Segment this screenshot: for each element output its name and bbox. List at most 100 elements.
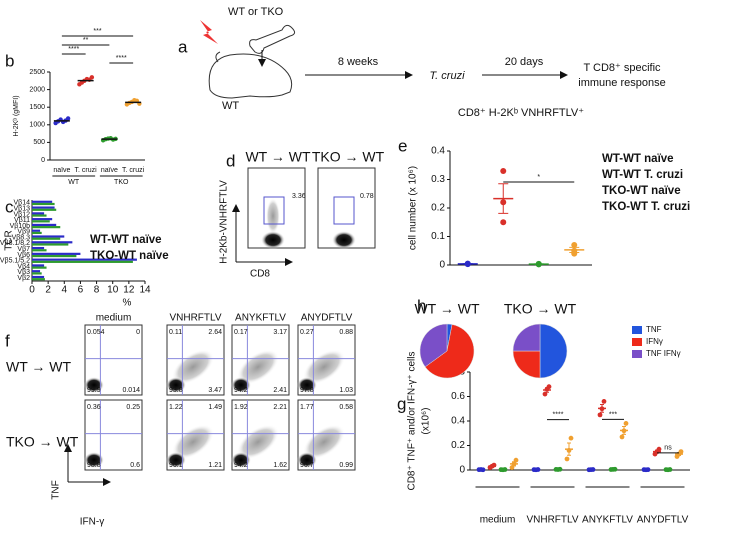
flow-blob [231, 377, 251, 393]
x-tick-label: naïve [101, 167, 118, 174]
quadrant-value: 0.11 [169, 329, 182, 336]
data-point [571, 242, 578, 249]
y-tick-label: 2000 [29, 86, 45, 93]
y-tick-label: 1000 [29, 122, 45, 129]
error-bar [462, 263, 473, 265]
legend-label: TKO-WT T. cruzi [602, 201, 690, 213]
y-tick-label: 0.3 [431, 174, 445, 185]
data-point [623, 421, 629, 426]
y-axis-label: H-2Kᵇ (gMFI) [13, 95, 20, 136]
y-tick-label: Vβ2 [17, 275, 30, 282]
lightning-icon [200, 20, 218, 44]
x-tick-label: T. cruzi [122, 167, 145, 174]
data-point [601, 399, 607, 404]
quadrant-value: 99.9 [87, 387, 101, 394]
x-tick-label: 6 [78, 285, 84, 296]
bar [32, 249, 47, 252]
bar [32, 214, 47, 217]
quadrant-value: 0.27 [300, 329, 314, 336]
bar [32, 218, 53, 221]
panel-label: f [5, 331, 10, 350]
quadrant-value: 94.2 [234, 387, 248, 394]
flow-blob [261, 231, 285, 249]
bar [32, 208, 57, 211]
legend-label: TKO-WT naïve [602, 185, 681, 197]
bar [32, 275, 45, 279]
data-point [89, 75, 95, 80]
legend-swatch [632, 326, 642, 334]
axis-label: TNF [51, 480, 62, 499]
column-header: medium [96, 313, 132, 324]
quadrant-value: 2.41 [273, 387, 287, 394]
gate [333, 196, 355, 225]
significance-label: *** [609, 411, 617, 418]
quadrant-value: 1.21 [208, 462, 222, 469]
mouse-ear [215, 51, 221, 63]
bar [32, 254, 77, 258]
y-tick-label: 0.1 [431, 231, 445, 242]
bar [32, 252, 81, 255]
panel-label: d [226, 151, 235, 170]
pie-slice [424, 324, 475, 379]
quadrant-value: 3.47 [208, 387, 222, 394]
row-label: WT → WT [6, 359, 72, 375]
y-tick-label: Vβ5.1/5.2 [0, 258, 30, 265]
chart-title: CD8⁺ H-2Kᵇ VNHRFTLV⁺ [458, 107, 584, 119]
x-tick-label: 0 [29, 285, 35, 296]
legend-label: TNF IFNγ [646, 349, 681, 358]
bar [32, 260, 133, 263]
bar [32, 243, 69, 246]
x-tick-label: naïve [53, 167, 70, 174]
bar [32, 220, 50, 223]
pie-slice [512, 323, 541, 352]
flow-blob [166, 452, 186, 468]
bar [32, 272, 42, 275]
error-bar [545, 387, 549, 393]
quadrant-value: 1.62 [273, 462, 287, 469]
flow-blob [297, 452, 317, 468]
quadrant-value: 96.7 [300, 462, 314, 469]
y-tick-label: 0 [439, 260, 445, 271]
error-bar [498, 183, 509, 214]
quadrant-value: 1.03 [339, 387, 353, 394]
bar [32, 200, 53, 203]
mouse-icon [208, 53, 293, 99]
gate-value: 0.78 [360, 193, 374, 200]
quadrant-value: 93.8 [169, 387, 183, 394]
quadrant-value: 0 [136, 329, 140, 336]
flow-blob [231, 452, 251, 468]
pie-title: TKO → WT [504, 301, 577, 317]
schematic-label: 8 weeks [338, 56, 379, 68]
y-tick-label: Vβ9 [17, 229, 30, 236]
y-tick-label: 0.2 [451, 440, 465, 451]
panel-label: a [178, 37, 188, 56]
y-axis-label: TCR [4, 230, 15, 251]
data-point [542, 391, 548, 397]
error-bar [569, 246, 580, 253]
quadrant-value: 1.77 [300, 404, 314, 411]
y-tick-label: 0.6 [451, 391, 465, 402]
schematic-label: WT or TKO [228, 6, 284, 18]
data-point [564, 456, 570, 462]
quadrant-value: 0.6 [130, 462, 140, 469]
error-bar [567, 442, 571, 456]
data-point [597, 412, 603, 418]
column-header: ANYDFTLV [301, 313, 353, 324]
legend-label: TKO-WT naïve [90, 250, 169, 262]
panel-label: c [5, 197, 14, 216]
bar [32, 212, 45, 215]
flow-blob [332, 231, 356, 249]
data-point [65, 116, 71, 121]
quadrant-value: 94.2 [234, 462, 248, 469]
panel-label: g [397, 394, 406, 413]
pie-title: WT → WT [414, 301, 480, 317]
error-bar [490, 464, 494, 469]
bar [32, 206, 55, 209]
x-tick-label: ANYKFTLV [582, 515, 633, 526]
schematic-label: 20 days [505, 56, 544, 68]
quadrant-value: 0.99 [339, 462, 353, 469]
x-tick-label: 10 [107, 285, 119, 296]
x-tick-label: 14 [139, 285, 151, 296]
y-axis-label: (x10⁶) [421, 408, 432, 435]
error-bar [533, 263, 544, 265]
